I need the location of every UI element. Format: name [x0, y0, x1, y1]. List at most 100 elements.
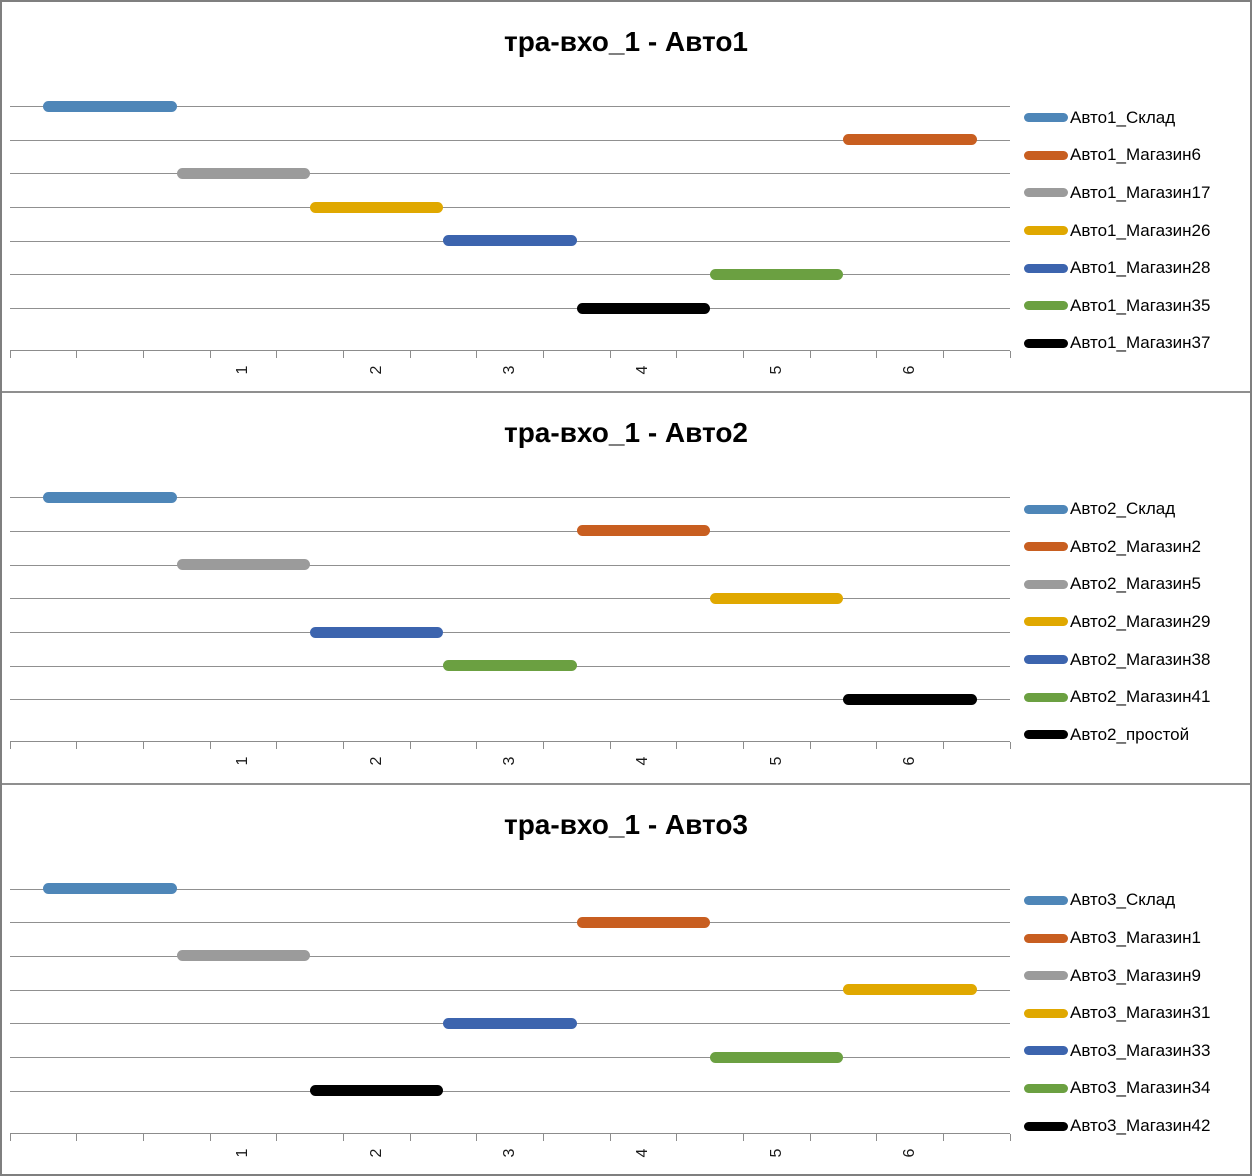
legend-label: Авто1_Магазин28 [1070, 258, 1211, 278]
axis-tick [742, 1133, 744, 1141]
axis-tick [942, 1133, 944, 1141]
axis-tick [476, 351, 478, 358]
axis-tick-label: 3 [501, 756, 518, 766]
axis-tick [942, 742, 944, 750]
axis-tick [142, 742, 144, 750]
gantt-bar [43, 491, 177, 503]
gridline [10, 308, 1010, 310]
axis-tick [9, 351, 11, 358]
legend-label: Авто1_Склад [1070, 107, 1176, 127]
legend-item: Авто2_Магазин29 [1024, 603, 1246, 641]
gantt-bar [710, 1051, 844, 1063]
gantt-bar [443, 660, 577, 672]
axis-tick [342, 1133, 344, 1141]
gridline [10, 888, 1010, 890]
axis-tick [209, 1133, 211, 1141]
legend-item: Авто2_простой [1024, 716, 1246, 754]
gantt-bar [310, 201, 444, 213]
axis-tick [342, 351, 344, 358]
gantt-bar [843, 693, 977, 705]
legend-swatch-icon [1024, 617, 1068, 627]
axis-tick [942, 351, 944, 358]
axis-tick [409, 351, 411, 358]
plot-area [10, 872, 1010, 1133]
axis-tick [809, 742, 811, 750]
x-axis: 1 2 3 4 5 6 [9, 1132, 1011, 1167]
axis-tick-label: 4 [634, 365, 652, 375]
legend-swatch-icon [1024, 895, 1068, 905]
legend-item: Авто2_Магазин38 [1024, 641, 1246, 679]
gridline [10, 632, 1010, 633]
legend-swatch-icon [1024, 263, 1068, 273]
legend-swatch-icon [1024, 113, 1068, 123]
axis-tick [76, 351, 78, 358]
legend-item: Авто2_Магазин41 [1024, 678, 1246, 716]
x-axis: 1 2 3 4 5 6 [9, 741, 1011, 775]
gantt-bar [310, 626, 444, 638]
legend-swatch-icon [1024, 579, 1068, 589]
legend-item: Авто2_Магазин2 [1024, 528, 1246, 566]
gridline [10, 530, 1010, 532]
gridline [10, 274, 1010, 276]
axis-tick [676, 742, 678, 750]
gantt-bar [43, 100, 177, 112]
axis-tick-label: 2 [367, 1148, 385, 1158]
chart-title: тра-вхо_1 - Авто1 [503, 26, 748, 57]
gantt-bar [310, 1085, 444, 1097]
legend-label: Авто3_Магазин33 [1070, 1040, 1211, 1060]
gridline [10, 699, 1010, 701]
axis-tick-label: 5 [767, 756, 785, 766]
axis-tick [476, 1133, 478, 1141]
legend-swatch-icon [1024, 188, 1068, 198]
legend-item: Авто1_Магазин6 [1024, 137, 1246, 175]
chart-title: тра-вхо_1 - Авто2 [503, 417, 748, 449]
axis-tick [76, 1133, 78, 1141]
legend-label: Авто2_Склад [1070, 499, 1176, 519]
gridline [10, 955, 1010, 957]
legend-swatch-icon [1024, 971, 1068, 981]
legend: Авто2_Склад Авто2_Магазин2 Авто2_Магазин5 А… [1024, 490, 1246, 753]
axis-tick [676, 1133, 678, 1141]
axis-tick-label: 2 [367, 756, 385, 766]
axis-tick [9, 1133, 11, 1141]
gridline [10, 139, 1010, 141]
legend-item: Авто3_Магазин42 [1024, 1107, 1246, 1145]
legend-label: Авто3_Магазин31 [1070, 1003, 1211, 1023]
gantt-bar [576, 525, 710, 537]
axis-tick [209, 351, 211, 358]
axis-tick [142, 1133, 144, 1141]
legend-swatch-icon [1024, 1008, 1068, 1018]
gridline [10, 1090, 1010, 1092]
legend-label: Авто3_Магазин9 [1070, 965, 1201, 985]
gridline [10, 564, 1010, 566]
legend-label: Авто2_Магазин5 [1070, 574, 1201, 594]
axis-line [10, 741, 1010, 743]
gridline [10, 598, 1010, 600]
legend-item: Авто3_Магазин34 [1024, 1070, 1246, 1108]
legend-swatch-icon [1024, 150, 1068, 160]
axis-tick-label: 4 [634, 1148, 652, 1158]
axis-tick [276, 742, 278, 750]
axis-tick [409, 742, 411, 750]
axis-tick [742, 351, 744, 358]
axis-tick [476, 742, 478, 750]
legend-label: Авто2_Магазин41 [1070, 687, 1211, 707]
axis-tick [342, 742, 344, 750]
gridline [10, 207, 1010, 208]
gridline [10, 106, 1010, 107]
legend-swatch-icon [1024, 933, 1068, 943]
plot-area [10, 480, 1010, 741]
legend-item: Авто3_Магазин9 [1024, 957, 1246, 995]
legend-label: Авто2_Магазин38 [1070, 649, 1211, 669]
axis-tick [542, 1133, 544, 1141]
axis-tick [876, 1133, 878, 1141]
axis-tick [542, 351, 544, 358]
legend-label: Авто1_Магазин26 [1070, 220, 1211, 240]
legend-label: Авто1_Магазин35 [1070, 295, 1211, 315]
axis-tick [609, 1133, 611, 1141]
legend-label: Авто3_Склад [1070, 890, 1176, 910]
axis-tick [876, 742, 878, 750]
axis-tick [1009, 742, 1011, 750]
legend-item: Авто2_Магазин5 [1024, 566, 1246, 604]
axis-line [10, 1132, 1010, 1134]
